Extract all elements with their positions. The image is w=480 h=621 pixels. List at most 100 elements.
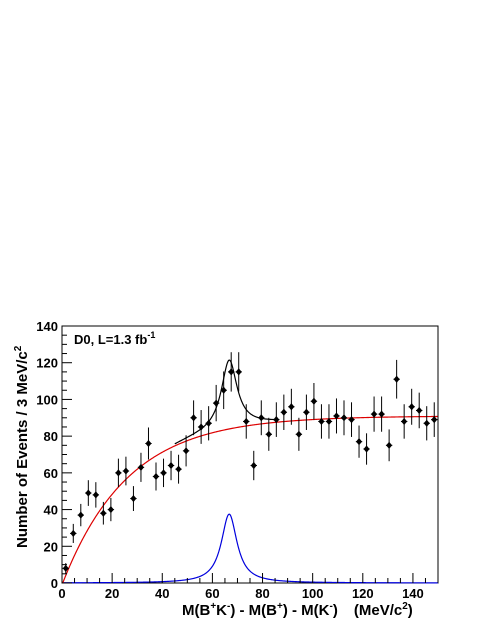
data-point — [400, 404, 408, 439]
y-tick-label: 140 — [36, 319, 58, 334]
x-tick-label: 20 — [105, 586, 119, 601]
background-fit-curve — [62, 415, 438, 583]
point-marker — [378, 410, 385, 418]
y-axis-title-sup: 2 — [13, 345, 24, 351]
data-point — [115, 458, 122, 488]
data-point — [100, 501, 107, 525]
x-axis-title: M(B+K-) - M(B+) - M(K-) (MeV/c2) — [182, 601, 413, 619]
point-marker — [303, 408, 310, 416]
point-marker — [310, 397, 317, 405]
data-point — [130, 486, 137, 512]
y-axis-title-main: Number of Events / 3 MeV/c — [14, 351, 31, 548]
x-tick-label: 140 — [402, 586, 424, 601]
data-point — [250, 450, 257, 481]
point-marker — [243, 417, 250, 426]
data-point — [228, 352, 235, 392]
data-point — [310, 382, 318, 420]
point-marker — [100, 509, 107, 517]
point-marker — [348, 416, 355, 424]
point-marker — [288, 403, 295, 411]
point-marker — [137, 463, 144, 471]
point-marker — [371, 410, 378, 418]
data-point — [370, 396, 378, 432]
x-tick-label: 100 — [302, 586, 324, 601]
data-point — [340, 400, 348, 436]
x-tick-label: 0 — [58, 586, 65, 601]
point-marker — [213, 399, 220, 407]
point-marker — [190, 414, 197, 422]
point-marker — [85, 489, 92, 497]
point-marker — [318, 417, 325, 426]
data-point — [408, 388, 415, 425]
data-points — [62, 352, 438, 574]
data-point — [348, 402, 355, 437]
annotation-sup: -1 — [147, 330, 155, 340]
data-point — [85, 480, 92, 506]
point-marker — [356, 438, 363, 446]
data-point — [385, 429, 393, 462]
point-marker — [333, 412, 340, 420]
data-point — [167, 450, 175, 481]
data-point — [212, 384, 220, 422]
annotation-main: D0, L=1.3 fb — [74, 332, 147, 347]
data-point — [77, 503, 84, 527]
point-marker — [160, 469, 167, 477]
y-axis-title: Number of Events / 3 MeV/c2 — [13, 345, 31, 548]
data-point — [122, 456, 130, 486]
point-marker — [92, 491, 99, 499]
point-marker — [258, 414, 265, 422]
y-tick-label: 40 — [44, 503, 58, 518]
data-point — [355, 425, 363, 458]
data-point — [295, 417, 303, 451]
x-tick-label: 120 — [352, 586, 374, 601]
point-marker — [115, 469, 122, 477]
data-point — [431, 402, 438, 437]
data-point — [205, 406, 212, 441]
y-tick-label: 100 — [36, 392, 58, 407]
data-point — [258, 400, 265, 436]
x-tick-label: 80 — [255, 586, 269, 601]
point-marker — [175, 465, 182, 473]
point-marker — [107, 505, 114, 514]
data-point — [107, 497, 115, 522]
point-marker — [401, 417, 408, 426]
point-marker — [130, 494, 137, 503]
point-marker — [198, 423, 205, 431]
point-marker — [408, 403, 415, 411]
data-point — [70, 523, 77, 543]
y-tick-label: 0 — [51, 576, 58, 591]
axis-ticks: 0 20 40 60 80 100 120 140 0 20 40 60 80 100 120 140 — [36, 319, 439, 601]
y-tick-label: 20 — [44, 539, 58, 554]
point-marker — [62, 564, 69, 572]
data-point — [160, 458, 167, 488]
annotation: D0, L=1.3 fb-1 — [74, 330, 155, 347]
y-tick-label: 80 — [44, 429, 58, 444]
data-point — [423, 406, 430, 441]
point-marker — [183, 447, 190, 455]
point-marker — [265, 430, 272, 438]
point-marker — [70, 529, 77, 538]
point-marker — [393, 375, 400, 383]
point-marker — [295, 430, 302, 438]
point-marker — [122, 467, 129, 475]
signal-fit-curve — [62, 513, 438, 584]
data-point — [190, 400, 197, 436]
data-point — [333, 398, 340, 434]
data-point — [378, 396, 385, 432]
plot-frame — [61, 325, 439, 584]
y-tick-label: 60 — [44, 466, 58, 481]
data-point — [265, 417, 272, 451]
x-tick-label: 60 — [205, 586, 219, 601]
point-marker — [273, 416, 280, 424]
data-point — [288, 388, 295, 425]
data-point — [243, 404, 250, 439]
data-point — [182, 435, 190, 467]
data-point — [416, 392, 423, 429]
point-marker — [423, 419, 430, 427]
total-fit-curve — [174, 359, 278, 445]
point-marker — [386, 441, 393, 449]
point-marker — [250, 461, 257, 470]
point-marker — [205, 419, 212, 427]
point-marker — [220, 386, 227, 394]
